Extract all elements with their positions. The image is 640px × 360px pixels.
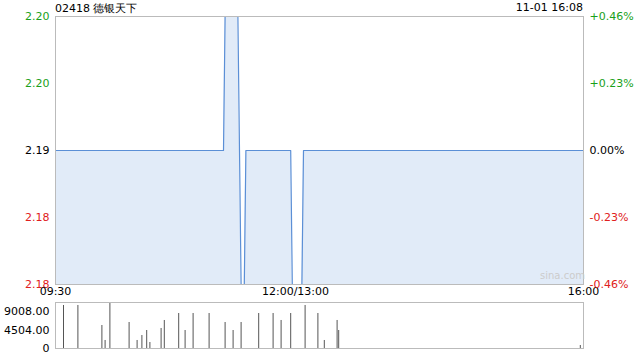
svg-text:2.18: 2.18 [25,211,50,224]
html-text:02418 德银天下: 02418 德银天下 [55,2,138,15]
svg-text:4504.00: 4504.00 [4,324,50,337]
html-text:sina.com: sina.com [540,270,585,281]
svg-text:2.18: 2.18 [25,278,50,291]
svg-text:2.20: 2.20 [25,10,50,23]
html-text:11-01 16:08: 11-01 16:08 [515,1,583,14]
svg-text:09:30: 09:30 [40,285,72,298]
svg-text:+0.46%: +0.46% [590,10,634,23]
svg-text:0: 0 [43,342,50,354]
svg-text:2.19: 2.19 [25,144,50,157]
svg-text:12:00/13:00: 12:00/13:00 [262,285,329,298]
svg-text:9008.00: 9008.00 [4,305,50,318]
svg-text:-0.46%: -0.46% [590,278,629,291]
svg-text:0.00%: 0.00% [590,144,625,157]
svg-text:+0.23%: +0.23% [590,77,634,90]
svg-text:-0.23%: -0.23% [590,211,629,224]
svg-text:2.20: 2.20 [25,77,50,90]
